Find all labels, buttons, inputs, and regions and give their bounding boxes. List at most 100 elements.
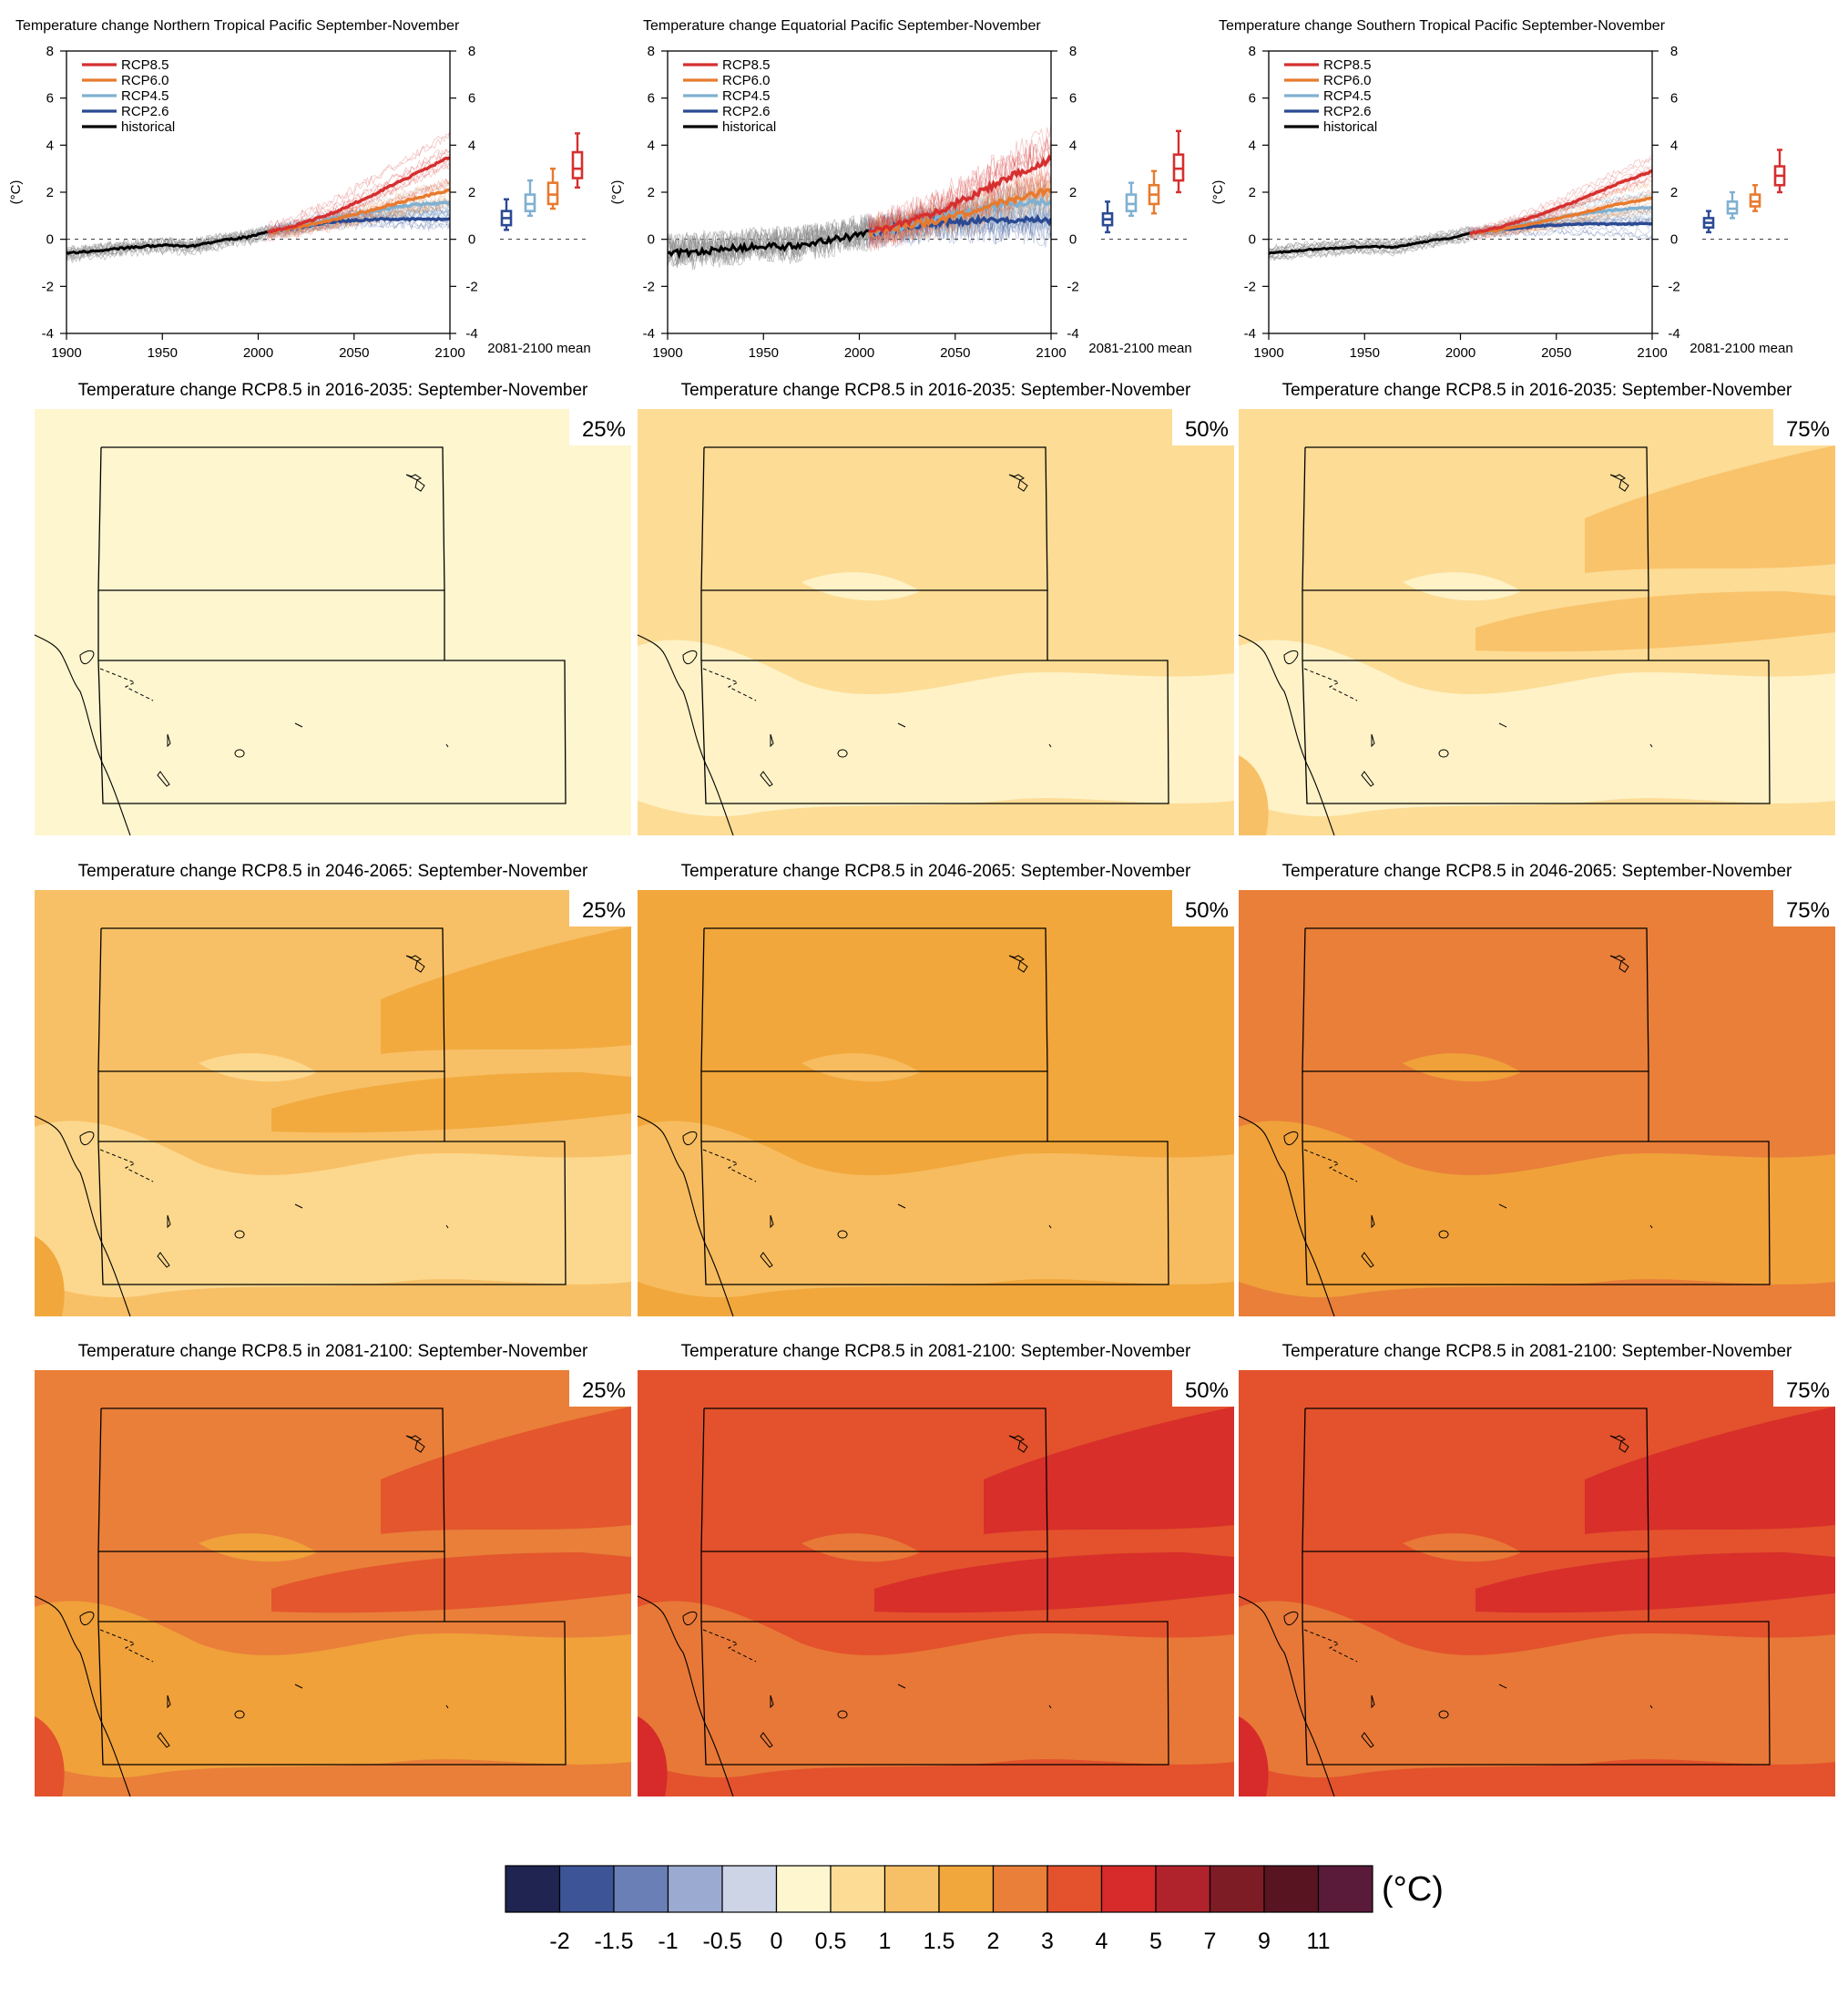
island	[770, 722, 906, 758]
x-tick-label: 2000	[1445, 345, 1475, 361]
x-tick-label: 1950	[1350, 345, 1380, 361]
colorbar-swatch	[558, 1865, 615, 1913]
x-tick-label: 1900	[1253, 345, 1283, 361]
colorbar-swatch	[613, 1865, 669, 1913]
map-contour-region	[1403, 1533, 1521, 1562]
y-tick-label: -2	[1668, 279, 1680, 294]
y-tick-label: 0	[1069, 232, 1077, 248]
x-tick-label: 2100	[1036, 345, 1066, 361]
box-label: 2081-2100 mean	[1088, 341, 1191, 356]
legend-label: RCP6.0	[1323, 73, 1372, 88]
y-tick-label: 6	[468, 91, 475, 107]
coastline	[1238, 1115, 1335, 1317]
ensemble-trace	[868, 181, 1051, 245]
y-tick-label: 0	[1249, 232, 1256, 248]
legend-label: historical	[1323, 119, 1377, 135]
island	[405, 1435, 425, 1453]
map-contour-region	[35, 1121, 631, 1298]
y-tick-label: -4	[1067, 326, 1078, 342]
box-label: 2081-2100 mean	[487, 341, 590, 356]
ensemble-trace	[1469, 165, 1652, 234]
x-tick-label: 2000	[243, 345, 273, 361]
map-contour-region	[35, 1716, 65, 1796]
map-panel: Temperature change RCP8.5 in 2016-2035: …	[637, 381, 1234, 836]
y-tick-label: -4	[1668, 326, 1680, 342]
colorbar-swatch	[667, 1865, 723, 1913]
ensemble-trace	[1469, 230, 1652, 241]
coastline	[1283, 650, 1299, 665]
map-contour-region	[638, 1716, 668, 1796]
legend-label: RCP6.0	[121, 73, 169, 88]
y-tick-label: 4	[1670, 138, 1678, 153]
map-contour-region	[638, 1601, 1234, 1778]
map-contour-region	[1239, 755, 1269, 835]
island	[1371, 1203, 1507, 1239]
colorbar-swatch	[1100, 1865, 1157, 1913]
map-grid: Temperature change RCP8.5 in 2016-2035: …	[34, 381, 1835, 1797]
island	[1008, 1435, 1028, 1453]
island	[157, 1704, 449, 1748]
percentile-label: 75%	[1786, 1378, 1830, 1403]
percentile-badge	[569, 409, 631, 445]
legend-label: RCP8.5	[722, 57, 771, 73]
coastline	[682, 650, 698, 665]
ensemble-trace	[668, 223, 870, 267]
island	[1609, 1435, 1629, 1453]
island	[1008, 474, 1028, 492]
ensemble-trace	[1469, 220, 1652, 236]
colorbar-tick-label: -0.5	[702, 1929, 741, 1954]
ensemble-trace	[868, 140, 1051, 238]
percentile-badge	[1172, 1370, 1234, 1407]
colorbar-tick-label: 0.5	[815, 1929, 847, 1954]
island	[157, 743, 449, 787]
ensemble-trace	[267, 148, 450, 235]
map-panel: Temperature change RCP8.5 in 2016-2035: …	[1238, 381, 1835, 836]
chart-title: Temperature change Southern Tropical Pac…	[1219, 18, 1666, 34]
ensemble-trace	[1269, 225, 1471, 251]
region-box-south	[97, 1141, 567, 1285]
y-tick-label: 0	[648, 232, 655, 248]
legend-label: RCP2.6	[1323, 104, 1372, 119]
ensemble-trace	[1269, 226, 1471, 252]
map-title: Temperature change RCP8.5 in 2046-2065: …	[78, 862, 588, 881]
ensemble-trace	[868, 170, 1051, 252]
island	[1008, 955, 1028, 973]
ensemble-trace	[868, 184, 1051, 246]
percentile-label: 50%	[1185, 417, 1229, 442]
coastline	[79, 650, 95, 665]
colorbar-swatch	[938, 1865, 995, 1913]
colorbar-swatch	[1263, 1865, 1320, 1913]
ensemble-trace	[267, 208, 450, 239]
y-axis-label: (°C)	[1210, 180, 1226, 205]
percentile-label: 75%	[1786, 417, 1830, 442]
y-tick-label: 6	[1249, 91, 1256, 107]
percentile-badge	[1172, 890, 1234, 926]
colorbar-tick-label: 5	[1149, 1929, 1162, 1954]
colorbar-swatch	[721, 1865, 778, 1913]
y-tick-label: 2	[468, 185, 475, 200]
island	[1609, 955, 1629, 973]
percentile-badge	[1773, 409, 1835, 445]
ensemble-trace	[267, 202, 450, 233]
ensemble-trace	[1469, 209, 1652, 240]
map-contour-region	[271, 1552, 631, 1613]
ensemble-trace	[1469, 158, 1652, 235]
map-contour-region	[199, 1053, 317, 1082]
map-contour-region	[801, 572, 920, 601]
legend-label: RCP8.5	[121, 57, 169, 73]
y-tick-label: -4	[42, 326, 54, 342]
map-contour-region	[199, 572, 317, 601]
map-contour-region	[1403, 572, 1521, 601]
region-box-south	[700, 660, 1169, 804]
y-tick-label: 6	[46, 91, 54, 107]
percentile-label: 50%	[1185, 898, 1229, 923]
y-tick-label: -2	[1244, 279, 1256, 294]
colorbar-unit: (°C)	[1382, 1870, 1444, 1909]
legend-label: RCP2.6	[121, 104, 169, 119]
ensemble-trace	[868, 124, 1051, 238]
coastline	[637, 1115, 734, 1317]
colorbar-swatch	[1317, 1865, 1373, 1913]
island	[770, 1684, 906, 1719]
percentile-badge	[1172, 409, 1234, 445]
colorbar-tick-label: 1.5	[924, 1929, 955, 1954]
